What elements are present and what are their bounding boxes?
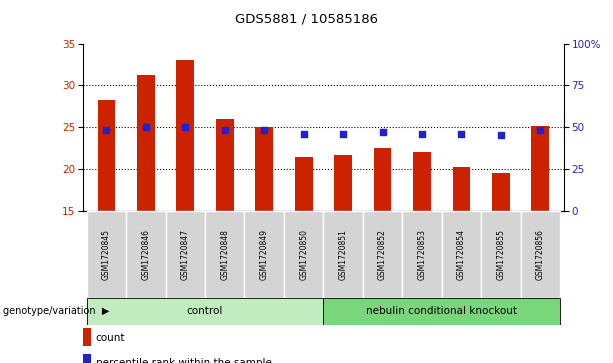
Bar: [83, 329, 91, 346]
Point: [457, 131, 466, 136]
Text: GSM1720850: GSM1720850: [299, 229, 308, 280]
Bar: [97, 100, 115, 211]
Bar: [402, 211, 442, 298]
Text: nebulin conditional knockout: nebulin conditional knockout: [366, 306, 517, 316]
Bar: [481, 211, 520, 298]
Text: GSM1720849: GSM1720849: [260, 229, 268, 280]
Bar: [363, 211, 402, 298]
Bar: [137, 75, 154, 211]
Bar: [177, 60, 194, 211]
Bar: [520, 211, 560, 298]
Bar: [205, 211, 245, 298]
Point: [378, 129, 387, 135]
Bar: [295, 157, 313, 211]
Text: GSM1720846: GSM1720846: [142, 229, 150, 280]
Bar: [492, 173, 510, 211]
Point: [180, 124, 190, 130]
Point: [141, 124, 151, 130]
Point: [220, 127, 230, 133]
Text: GSM1720853: GSM1720853: [417, 229, 427, 280]
Bar: [86, 298, 324, 325]
Bar: [334, 155, 352, 211]
Bar: [324, 211, 363, 298]
Text: GSM1720854: GSM1720854: [457, 229, 466, 280]
Point: [259, 127, 269, 133]
Text: GSM1720851: GSM1720851: [338, 229, 348, 280]
Bar: [452, 167, 470, 211]
Bar: [86, 211, 126, 298]
Text: percentile rank within the sample: percentile rank within the sample: [96, 358, 272, 363]
Bar: [126, 211, 166, 298]
Bar: [245, 211, 284, 298]
Text: count: count: [96, 333, 125, 343]
Bar: [442, 211, 481, 298]
Text: genotype/variation  ▶: genotype/variation ▶: [3, 306, 110, 316]
Bar: [374, 148, 391, 211]
Bar: [256, 127, 273, 211]
Text: control: control: [187, 306, 223, 316]
Point: [496, 132, 506, 138]
Text: GSM1720852: GSM1720852: [378, 229, 387, 280]
Point: [338, 131, 348, 136]
Bar: [413, 152, 431, 211]
Point: [417, 131, 427, 136]
Bar: [531, 126, 549, 211]
Bar: [324, 298, 560, 325]
Bar: [216, 119, 234, 211]
Point: [299, 131, 308, 136]
Text: GSM1720856: GSM1720856: [536, 229, 545, 280]
Bar: [284, 211, 324, 298]
Text: GSM1720847: GSM1720847: [181, 229, 190, 280]
Point: [535, 127, 545, 133]
Point: [102, 127, 112, 133]
Text: GDS5881 / 10585186: GDS5881 / 10585186: [235, 13, 378, 26]
Text: GSM1720848: GSM1720848: [220, 229, 229, 280]
Bar: [166, 211, 205, 298]
Bar: [83, 354, 91, 363]
Text: GSM1720855: GSM1720855: [497, 229, 505, 280]
Text: GSM1720845: GSM1720845: [102, 229, 111, 280]
